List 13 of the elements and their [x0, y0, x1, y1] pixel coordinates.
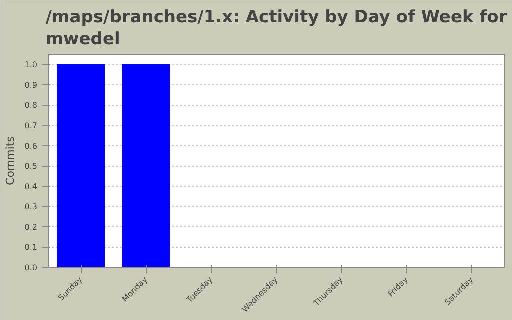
y-tick-label: 0.1 — [24, 243, 38, 252]
y-tick-label: 0.8 — [24, 101, 38, 110]
chart-title: /maps/branches/1.x: Activity by Day of Week for mwedel — [46, 8, 508, 50]
y-tick-label: 0.6 — [24, 142, 38, 151]
y-tick-label: 1.0 — [24, 60, 38, 70]
y-tick-label: 0.9 — [24, 80, 38, 90]
y-tick-label: 0.4 — [24, 182, 38, 192]
y-tick-label: 0.5 — [24, 162, 38, 172]
y-tick-label: 0.3 — [24, 202, 38, 212]
y-tick-label: 0.7 — [24, 122, 38, 130]
y-tick-label: 0.0 — [24, 264, 38, 272]
y-axis-title: Commits — [4, 136, 17, 186]
y-tick-label: 0.2 — [24, 222, 38, 232]
